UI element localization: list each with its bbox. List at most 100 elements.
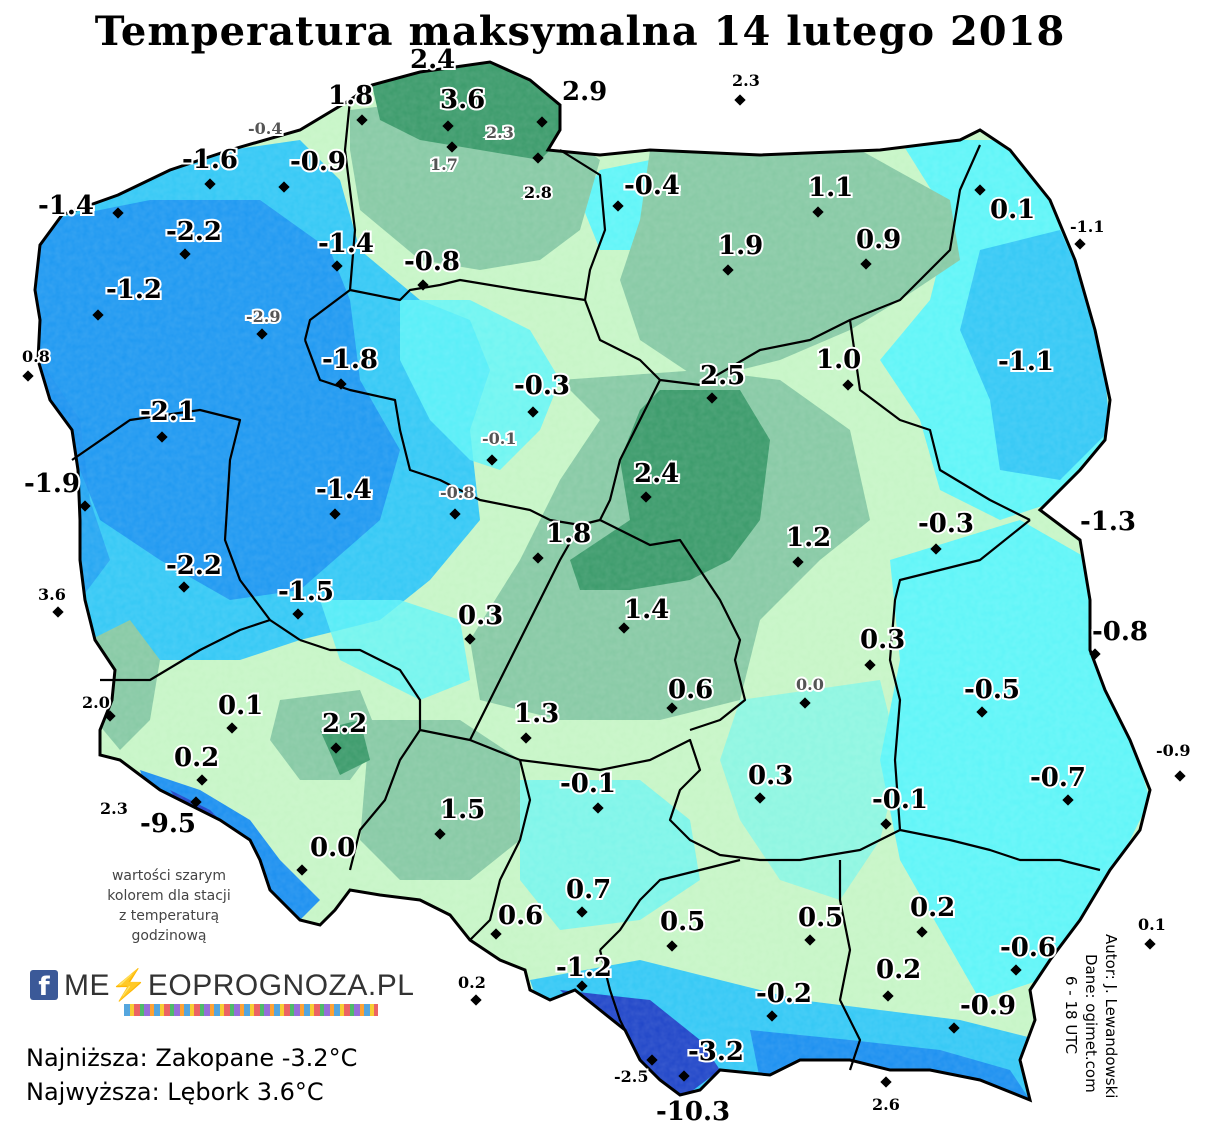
facebook-icon[interactable]: f: [30, 970, 58, 1002]
station-marker: [464, 633, 476, 645]
station-temperature-label: 0.2: [910, 893, 955, 923]
meteoprognoza-logo[interactable]: f ME⚡EOPROGNOZA.PL: [30, 968, 414, 1002]
note-line: godzinową: [131, 928, 207, 944]
station-marker: [278, 181, 290, 193]
station-temperature-label: -1.1: [1070, 217, 1104, 236]
station-temperature-label: 1.0: [816, 345, 861, 375]
station-marker: [178, 581, 190, 593]
station-temperature-label: 2.5: [700, 361, 745, 391]
station-temperature-label: 2.4: [634, 459, 679, 489]
station-marker: [799, 697, 811, 709]
station-marker: [864, 659, 876, 671]
station-temperature-label: -0.2: [756, 979, 812, 1009]
station-marker: [576, 980, 588, 992]
station-temperature-label: 1.2: [786, 523, 831, 553]
station-marker: [860, 258, 872, 270]
station-marker: [52, 606, 64, 618]
station-marker: [722, 264, 734, 276]
station-temperature-label: -0.1: [872, 785, 928, 815]
station-temperature-label: 2.2: [322, 709, 367, 739]
station-marker: [434, 828, 446, 840]
grey-values-note: wartości szarym kolorem dla stacji z tem…: [84, 866, 254, 946]
station-marker: [640, 491, 652, 503]
station-temperature-label: -2.5: [614, 1067, 648, 1086]
station-marker: [486, 454, 498, 466]
station-marker: [1010, 964, 1022, 976]
station-marker: [576, 906, 588, 918]
station-marker: [880, 1076, 892, 1088]
station-temperature-label: -0.3: [514, 371, 570, 401]
station-marker: [190, 796, 202, 808]
logo-pixel-strip: [124, 1004, 378, 1016]
station-marker: [766, 1010, 778, 1022]
station-temperature-label: 0.8: [22, 347, 50, 366]
station-temperature-label: 0.6: [498, 901, 543, 931]
station-temperature-label: 1.8: [546, 519, 591, 549]
station-marker: [916, 926, 928, 938]
station-marker: [335, 378, 347, 390]
station-temperature-label: -1.3: [1080, 507, 1136, 537]
station-temperature-label: -10.3: [656, 1097, 730, 1127]
station-marker: [446, 141, 458, 153]
station-marker: [804, 934, 816, 946]
station-marker: [706, 392, 718, 404]
station-temperature-label: -9.5: [140, 809, 196, 839]
brand-name: ME⚡EOPROGNOZA.PL: [64, 968, 415, 1002]
station-temperature-label: 0.9: [856, 225, 901, 255]
station-temperature-label: 0.5: [660, 907, 705, 937]
station-marker: [156, 431, 168, 443]
station-marker: [1062, 794, 1074, 806]
credit-hours: 6 - 18 UTC: [1062, 976, 1080, 1055]
station-marker: [226, 722, 238, 734]
station-temperature-label: 3.6: [38, 585, 66, 604]
station-temperature-label: 1.7: [430, 155, 458, 174]
station-temperature-label: -0.3: [918, 509, 974, 539]
station-temperature-label: 1.4: [624, 595, 669, 625]
station-temperature-label: 1.3: [514, 699, 559, 729]
station-marker: [256, 328, 268, 340]
station-marker: [612, 200, 624, 212]
station-marker: [196, 774, 208, 786]
lowest-temperature: Najniższa: Zakopane -3.2°C: [26, 1044, 358, 1072]
station-temperature-label: 0.0: [796, 675, 824, 694]
station-marker: [592, 802, 604, 814]
station-temperature-label: -0.9: [290, 147, 346, 177]
station-temperature-label: 0.3: [748, 761, 793, 791]
station-marker: [527, 406, 539, 418]
station-marker: [470, 994, 482, 1006]
station-temperature-label: -0.1: [482, 429, 516, 448]
station-marker: [734, 94, 746, 106]
station-marker: [678, 1070, 690, 1082]
station-temperature-label: 2.3: [100, 799, 128, 818]
station-marker: [666, 940, 678, 952]
station-temperature-label: -1.6: [182, 145, 238, 175]
station-marker: [1074, 238, 1086, 250]
station-marker: [204, 178, 216, 190]
station-temperature-label: 1.5: [440, 795, 485, 825]
station-marker: [646, 1054, 658, 1066]
station-temperature-label: -1.1: [998, 347, 1054, 377]
station-temperature-label: -0.1: [560, 769, 616, 799]
station-temperature-label: -1.8: [322, 345, 378, 375]
station-temperature-label: -2.9: [246, 307, 280, 326]
station-marker: [974, 184, 986, 196]
station-temperature-label: -0.8: [1092, 617, 1148, 647]
station-marker: [930, 543, 942, 555]
station-temperature-label: -1.9: [24, 469, 80, 499]
station-marker: [618, 622, 630, 634]
station-marker: [812, 206, 824, 218]
station-marker: [532, 552, 544, 564]
station-temperature-label: 2.4: [410, 45, 455, 75]
station-marker: [331, 260, 343, 272]
note-line: wartości szarym: [111, 868, 227, 884]
station-temperature-label: 2.6: [872, 1095, 900, 1114]
station-marker: [792, 556, 804, 568]
station-marker: [666, 702, 678, 714]
credit-author: Autor: J. Lewandowski: [1102, 934, 1120, 1099]
station-temperature-label: 0.5: [798, 903, 843, 933]
note-line: z temperaturą: [118, 908, 220, 924]
station-temperature-label: -1.2: [106, 275, 162, 305]
station-temperature-label: 0.7: [566, 875, 611, 905]
station-temperature-label: -0.4: [624, 171, 680, 201]
note-line: kolorem dla stacji: [107, 888, 231, 904]
